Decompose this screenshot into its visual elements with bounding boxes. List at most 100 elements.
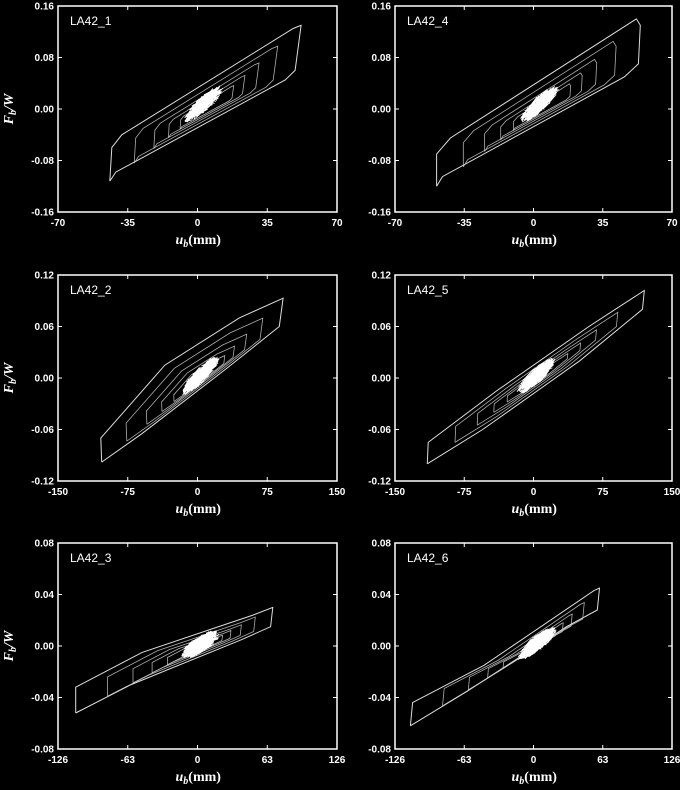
core-response-cloud — [181, 630, 220, 659]
inner-hysteresis-loop — [153, 62, 260, 149]
y-tick-label: 0.06 — [372, 322, 392, 333]
inner-hysteresis-loop — [179, 84, 235, 130]
panel-label: LA42_3 — [70, 551, 112, 565]
y-tick-label: 0.00 — [372, 642, 392, 653]
y-tick-label: 0.00 — [35, 105, 55, 116]
core-response-cloud — [182, 356, 220, 395]
x-axis-title: ub(mm) — [512, 502, 558, 519]
y-tick-label: -0.08 — [368, 156, 391, 167]
core-response-cloud — [517, 626, 557, 660]
x-axis-title: ub(mm) — [176, 502, 222, 519]
inner-hysteresis-loop — [462, 40, 617, 168]
y-tick-label: -0.04 — [31, 693, 54, 704]
x-tick-label: 0 — [195, 218, 201, 229]
hysteresis-envelope — [100, 297, 284, 463]
panel-la42_4: -70 -35 0 35 70 -0.16 -0.08 0.00 0.08 0.16 LA42_4u… — [368, 2, 678, 251]
y-tick-label: -0.08 — [31, 156, 54, 167]
x-tick-label: 70 — [666, 218, 678, 229]
x-tick-label: 70 — [331, 218, 343, 229]
x-tick-label: 75 — [597, 487, 609, 498]
y-tick-label: 0.08 — [35, 539, 55, 550]
x-tick-label: 0 — [195, 755, 201, 766]
y-tick-label: 0.04 — [372, 590, 392, 601]
inner-hysteresis-loop — [493, 342, 582, 413]
x-tick-label: 35 — [597, 218, 609, 229]
x-tick-label: 0 — [531, 218, 537, 229]
x-tick-label: -35 — [121, 218, 136, 229]
inner-hysteresis-loop — [484, 58, 598, 152]
x-tick-label: 126 — [664, 755, 680, 766]
y-tick-label: 0.16 — [372, 2, 392, 13]
x-axis-title: ub(mm) — [512, 770, 558, 787]
inner-hysteresis-loop — [107, 616, 256, 697]
x-axis-title: ub(mm) — [512, 233, 558, 250]
y-tick-label: -0.12 — [31, 477, 54, 488]
hysteresis-envelope — [109, 24, 302, 182]
y-tick-label: 0.00 — [35, 642, 55, 653]
y-tick-label: 0.06 — [35, 322, 55, 333]
y-tick-label: -0.12 — [368, 477, 391, 488]
y-tick-label: -0.08 — [31, 745, 54, 756]
inner-hysteresis-loop — [476, 329, 597, 426]
x-tick-label: -126 — [48, 755, 68, 766]
inner-hysteresis-loop — [500, 72, 583, 141]
x-tick-label: 150 — [329, 487, 346, 498]
inner-hysteresis-loop — [442, 601, 585, 707]
panel-la42_2: -150 -75 0 75 150 -0.12 -0.06 0.00 0.06 0.12 LA42_… — [2, 271, 346, 520]
inner-hysteresis-loop — [161, 345, 235, 412]
y-axis-title: Fb/W — [2, 629, 19, 662]
inner-hysteresis-loop — [168, 74, 246, 139]
core-response-cloud — [184, 85, 224, 123]
x-axis-title: ub(mm) — [176, 233, 222, 250]
x-tick-label: -126 — [385, 755, 405, 766]
x-tick-label: 0 — [531, 755, 537, 766]
y-tick-label: -0.04 — [368, 693, 391, 704]
x-tick-label: -150 — [48, 487, 68, 498]
x-tick-label: -70 — [388, 218, 403, 229]
y-tick-label: 0.00 — [35, 374, 55, 385]
y-tick-label: 0.08 — [372, 53, 392, 64]
y-tick-label: 0.08 — [35, 53, 55, 64]
x-tick-label: -150 — [385, 487, 405, 498]
x-axis-title: ub(mm) — [176, 770, 222, 787]
x-tick-label: 126 — [329, 755, 346, 766]
y-tick-label: 0.08 — [372, 539, 392, 550]
panel-la42_3: -126 -63 0 63 126 -0.08 -0.04 0.00 0.04 0.08 LA42_… — [2, 539, 346, 788]
panel-label: LA42_5 — [407, 283, 449, 297]
x-tick-label: 0 — [531, 487, 537, 498]
y-tick-label: 0.00 — [372, 105, 392, 116]
panel-la42_6: -126 -63 0 63 126 -0.08 -0.04 0.00 0.04 0.08 LA42_… — [368, 539, 680, 788]
x-tick-label: -63 — [457, 755, 472, 766]
x-tick-label: 63 — [262, 755, 274, 766]
hysteresis-envelope — [426, 289, 645, 465]
y-tick-label: 0.16 — [35, 2, 55, 13]
inner-hysteresis-loop — [145, 333, 248, 425]
y-tick-label: -0.16 — [368, 208, 391, 219]
y-axis-title: Fb/W — [2, 361, 19, 394]
inner-hysteresis-loop — [513, 83, 571, 131]
x-tick-label: 75 — [262, 487, 274, 498]
panel-la42_1: -70 -35 0 35 70 -0.16 -0.08 0.00 0.08 0.16 LA42_1u… — [2, 2, 343, 251]
panel-label: LA42_1 — [70, 14, 112, 28]
x-tick-label: -75 — [121, 487, 136, 498]
hysteresis-envelope — [436, 18, 641, 187]
x-tick-label: -70 — [51, 218, 66, 229]
y-tick-label: 0.12 — [35, 271, 55, 282]
inner-hysteresis-loop — [467, 613, 573, 691]
panel-label: LA42_4 — [407, 14, 449, 28]
x-tick-label: 63 — [597, 755, 609, 766]
core-response-cloud — [516, 357, 556, 394]
panel-la42_5: -150 -75 0 75 150 -0.12 -0.06 0.00 0.06 0.12 LA42_… — [368, 271, 680, 520]
y-tick-label: 0.04 — [35, 590, 55, 601]
x-tick-label: -63 — [121, 755, 136, 766]
x-tick-label: 35 — [262, 218, 274, 229]
inner-hysteresis-loop — [133, 45, 279, 164]
x-tick-label: -35 — [457, 218, 472, 229]
inner-hysteresis-loop — [125, 317, 264, 442]
y-tick-label: -0.06 — [31, 425, 54, 436]
x-tick-label: 0 — [195, 487, 201, 498]
inner-hysteresis-loop — [454, 311, 619, 443]
panel-label: LA42_2 — [70, 283, 112, 297]
y-axis-title: Fb/W — [2, 92, 19, 125]
